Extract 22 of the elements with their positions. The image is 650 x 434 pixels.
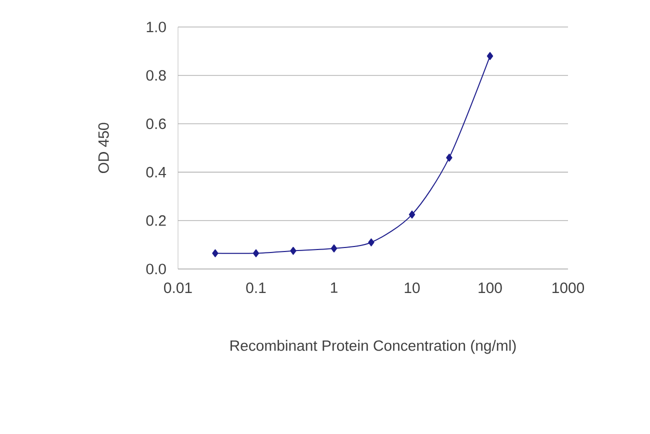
point — [290, 246, 296, 255]
x-tick-label: 100 — [478, 282, 502, 294]
y-tick-label: 0.4 — [146, 166, 166, 178]
x-tick-label: 1000 — [552, 282, 584, 294]
y-tick-label: 0.2 — [146, 215, 166, 226]
y-axis-title: OD 450 — [98, 122, 109, 174]
x-axis-title: Recombinant Protein Concentration (ng/ml) — [230, 340, 516, 354]
x-tick-label: 0.01 — [164, 282, 192, 294]
y-tick-label: 0.8 — [146, 70, 166, 81]
point — [368, 238, 374, 246]
y-tick-label: 0.0 — [146, 264, 166, 274]
point — [408, 210, 416, 219]
y-tick-label: 1.0 — [146, 22, 166, 32]
point — [486, 52, 494, 60]
point — [330, 244, 338, 252]
point — [252, 249, 260, 258]
point — [212, 249, 218, 258]
x-tick-label: 10 — [404, 282, 420, 294]
x-tick-label: 0.1 — [246, 282, 266, 294]
x-tick-label: 1 — [330, 282, 338, 293]
y-tick-label: 0.6 — [146, 118, 166, 130]
point — [446, 154, 452, 162]
